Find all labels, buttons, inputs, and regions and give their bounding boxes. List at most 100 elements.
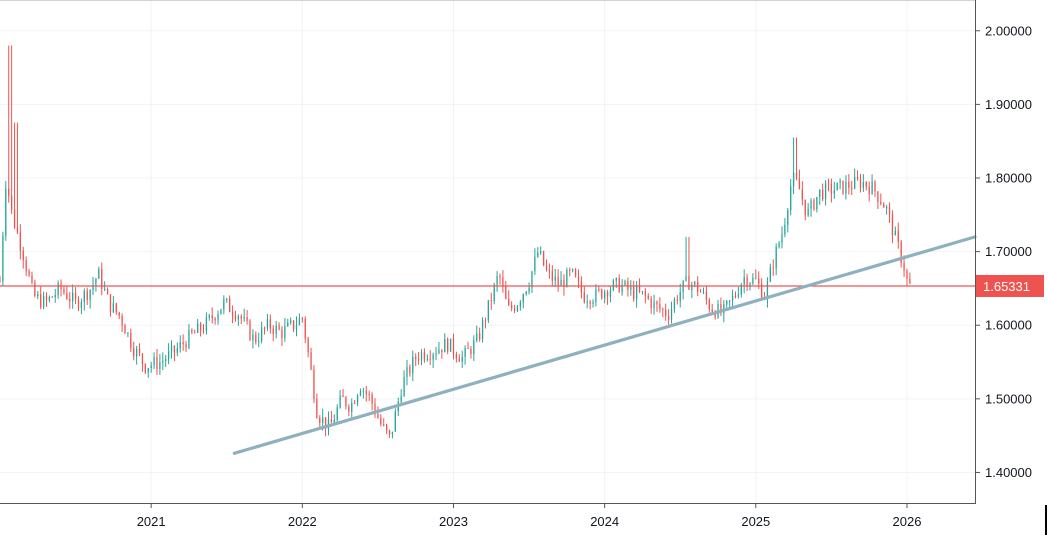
candle-body bbox=[522, 294, 524, 303]
candle-body bbox=[633, 287, 635, 300]
candle-body bbox=[150, 365, 152, 369]
candle-body bbox=[545, 265, 548, 270]
candle-body bbox=[560, 279, 562, 286]
candle-body bbox=[185, 344, 187, 348]
candle-body bbox=[16, 227, 19, 233]
candle-body bbox=[487, 300, 490, 321]
candle-body bbox=[656, 301, 658, 305]
candle-body bbox=[130, 332, 132, 349]
candle-body bbox=[601, 289, 603, 299]
candle-body bbox=[842, 180, 844, 194]
candle-body bbox=[336, 407, 338, 420]
candle-body bbox=[572, 269, 574, 271]
candle-body bbox=[170, 345, 173, 352]
trendline bbox=[232, 235, 977, 455]
candle-body bbox=[909, 278, 911, 284]
candle-body bbox=[496, 276, 498, 285]
candle-body bbox=[891, 214, 894, 236]
y-tick-label: 1.80000 bbox=[985, 170, 1032, 185]
candle-body bbox=[708, 299, 710, 310]
candle-body bbox=[699, 291, 702, 293]
candle-body bbox=[423, 352, 426, 360]
candle-body bbox=[516, 306, 519, 311]
candle-body bbox=[540, 251, 542, 253]
candle-body bbox=[760, 283, 763, 299]
candle-body bbox=[452, 338, 455, 354]
candle-body bbox=[505, 286, 507, 299]
candle-body bbox=[374, 403, 376, 415]
candle-body bbox=[856, 177, 859, 179]
candle-body bbox=[272, 328, 274, 334]
candle-body bbox=[484, 320, 487, 322]
candle-body bbox=[641, 291, 644, 293]
candle-body bbox=[310, 352, 312, 370]
candle-body bbox=[133, 348, 135, 357]
candle-body bbox=[368, 393, 370, 395]
x-tick-label: 2026 bbox=[893, 514, 922, 529]
candle-body bbox=[819, 189, 821, 198]
candle-body bbox=[156, 356, 158, 369]
candle-body bbox=[371, 394, 373, 404]
candle-body bbox=[13, 209, 16, 228]
candle-body bbox=[298, 318, 301, 326]
candle-body bbox=[63, 289, 65, 293]
candle-body bbox=[810, 200, 812, 209]
candle-body bbox=[327, 418, 330, 429]
candle-body bbox=[173, 345, 176, 353]
candle-body bbox=[894, 230, 897, 236]
candle-body bbox=[853, 177, 856, 189]
candle-body bbox=[644, 291, 647, 296]
candle-body bbox=[432, 354, 434, 360]
candle-body bbox=[711, 309, 713, 312]
candle-body bbox=[435, 353, 437, 355]
candle-body bbox=[653, 301, 655, 309]
candle-body bbox=[464, 347, 466, 357]
candle-body bbox=[824, 183, 827, 200]
candle-body bbox=[778, 243, 780, 247]
candle-body bbox=[795, 172, 798, 179]
candle-body bbox=[412, 356, 414, 374]
candle-body bbox=[194, 332, 196, 334]
candle-body bbox=[897, 230, 899, 243]
candle-body bbox=[0, 281, 1, 283]
candle-body bbox=[10, 195, 13, 210]
candle-body bbox=[243, 317, 245, 319]
candle-body bbox=[301, 318, 303, 320]
candle-body bbox=[144, 363, 147, 373]
candle-body bbox=[688, 275, 690, 290]
candle-body bbox=[275, 325, 277, 334]
candle-body bbox=[415, 356, 417, 360]
candle-body bbox=[426, 358, 428, 360]
candle-body bbox=[737, 294, 740, 297]
candle-body bbox=[551, 271, 553, 281]
candle-body bbox=[569, 270, 571, 272]
candle-body bbox=[284, 326, 286, 338]
candle-body bbox=[618, 278, 620, 292]
candle-body bbox=[461, 356, 463, 362]
candle-body bbox=[269, 319, 272, 329]
candle-body bbox=[208, 315, 210, 318]
candle-body bbox=[281, 329, 283, 338]
candle-body bbox=[98, 268, 100, 279]
candle-body bbox=[342, 395, 344, 398]
candle-body bbox=[377, 414, 379, 418]
candle-body bbox=[784, 224, 786, 235]
candle-body bbox=[176, 348, 178, 353]
candle-body bbox=[746, 277, 748, 287]
candle-body bbox=[865, 181, 867, 187]
candle-body bbox=[409, 367, 411, 374]
candle-body bbox=[868, 186, 870, 195]
price-tag-layer: 1.65331 bbox=[976, 274, 1044, 297]
candle-body bbox=[859, 178, 862, 188]
candle-body bbox=[287, 322, 289, 327]
candle-body bbox=[214, 318, 216, 321]
candle-body bbox=[240, 316, 242, 319]
candle-body bbox=[45, 295, 48, 301]
candle-body bbox=[880, 201, 882, 204]
candle-body bbox=[118, 312, 120, 316]
candle-body bbox=[124, 325, 126, 334]
candle-body bbox=[877, 191, 879, 202]
candle-body bbox=[202, 330, 205, 332]
